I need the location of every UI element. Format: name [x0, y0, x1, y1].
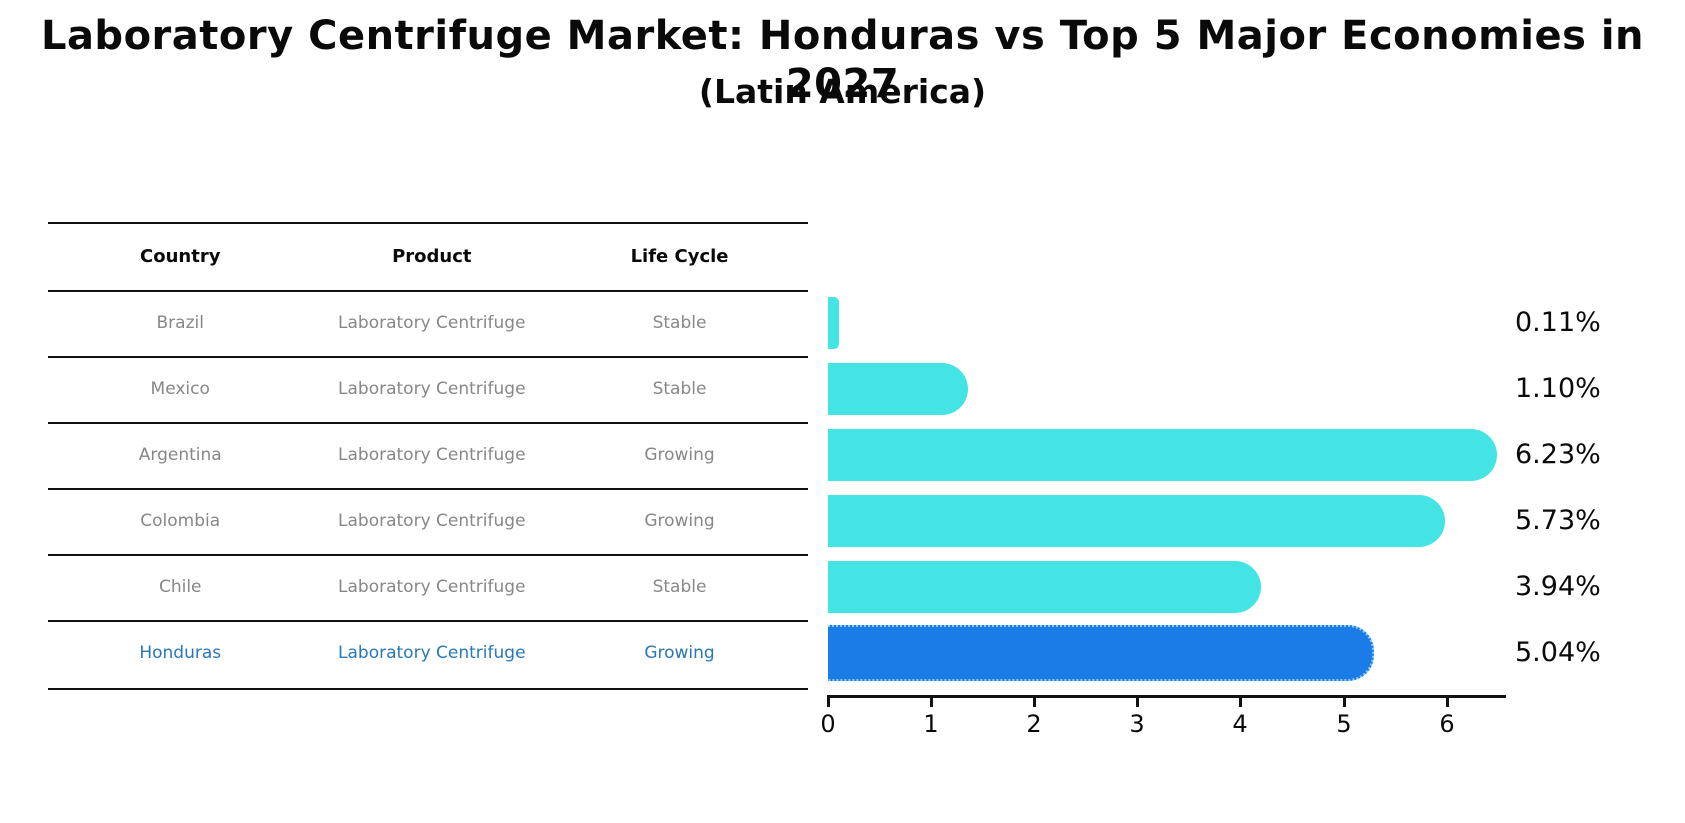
table-bottom-rule — [48, 688, 808, 690]
x-tick-label: 3 — [1129, 710, 1145, 738]
cell-country: Colombia — [140, 511, 221, 531]
table-row-rule — [48, 488, 808, 490]
x-axis-tick — [827, 695, 830, 707]
cell-country: Brazil — [156, 313, 204, 333]
x-axis-tick — [930, 695, 933, 707]
chart-title: Laboratory Centrifuge Market: Honduras v… — [40, 13, 1645, 107]
value-label: 1.10% — [1515, 373, 1601, 404]
column-header-product: Product — [392, 245, 472, 267]
x-axis-line — [828, 695, 1506, 698]
table-row: Chile Laboratory Centrifuge Stable — [48, 569, 808, 605]
column-header-country: Country — [140, 245, 221, 267]
x-axis-tick — [1446, 695, 1449, 707]
table-row-rule — [48, 620, 808, 622]
bar-chile — [828, 561, 1261, 613]
value-label: 3.94% — [1515, 571, 1601, 602]
bar-argentina — [828, 429, 1497, 481]
cell-life-cycle: Growing — [644, 445, 715, 465]
cell-country: Chile — [158, 577, 202, 597]
table-top-rule — [48, 222, 808, 224]
cell-product: Laboratory Centrifuge — [338, 643, 526, 663]
table-row: Argentina Laboratory Centrifuge Growing — [48, 437, 808, 473]
table-row-rule — [48, 356, 808, 358]
x-tick-label: 6 — [1439, 710, 1455, 738]
cell-country: Honduras — [139, 643, 222, 663]
table-row-rule — [48, 554, 808, 556]
column-header-life-cycle: Life Cycle — [630, 245, 729, 267]
bar-brazil — [828, 297, 840, 349]
x-axis-tick — [1033, 695, 1036, 707]
x-axis-tick — [1239, 695, 1242, 707]
x-tick-label: 4 — [1232, 710, 1248, 738]
x-tick-label: 5 — [1336, 710, 1352, 738]
cell-life-cycle: Stable — [652, 379, 707, 399]
cell-life-cycle: Growing — [644, 643, 715, 663]
x-axis-tick — [1343, 695, 1346, 707]
table-row: Mexico Laboratory Centrifuge Stable — [48, 371, 808, 407]
value-label: 6.23% — [1515, 439, 1601, 470]
x-axis-tick — [1136, 695, 1139, 707]
table-row-rule — [48, 422, 808, 424]
x-tick-label: 1 — [923, 710, 939, 738]
cell-product: Laboratory Centrifuge — [338, 445, 526, 465]
value-label: 5.73% — [1515, 505, 1601, 536]
cell-product: Laboratory Centrifuge — [338, 379, 526, 399]
chart-subtitle: (Latin America) — [698, 72, 987, 111]
cell-product: Laboratory Centrifuge — [338, 313, 526, 333]
table-row: Brazil Laboratory Centrifuge Stable — [48, 305, 808, 341]
x-tick-label: 2 — [1026, 710, 1042, 738]
cell-life-cycle: Stable — [652, 313, 707, 333]
table-row: Colombia Laboratory Centrifuge Growing — [48, 503, 808, 539]
cell-product: Laboratory Centrifuge — [338, 511, 526, 531]
cell-country: Argentina — [138, 445, 222, 465]
cell-life-cycle: Growing — [644, 511, 715, 531]
bar-colombia — [828, 495, 1446, 547]
bar-mexico — [828, 363, 968, 415]
table-row-honduras: Honduras Laboratory Centrifuge Growing — [48, 635, 808, 671]
cell-life-cycle: Stable — [652, 577, 707, 597]
x-tick-label: 0 — [820, 710, 836, 738]
bar-honduras — [828, 625, 1375, 681]
table-header: Country Product Life Cycle — [48, 238, 808, 274]
value-label: 0.11% — [1515, 307, 1601, 338]
value-label: 5.04% — [1515, 637, 1601, 668]
table-header-rule — [48, 290, 808, 292]
cell-product: Laboratory Centrifuge — [338, 577, 526, 597]
cell-country: Mexico — [150, 379, 210, 399]
